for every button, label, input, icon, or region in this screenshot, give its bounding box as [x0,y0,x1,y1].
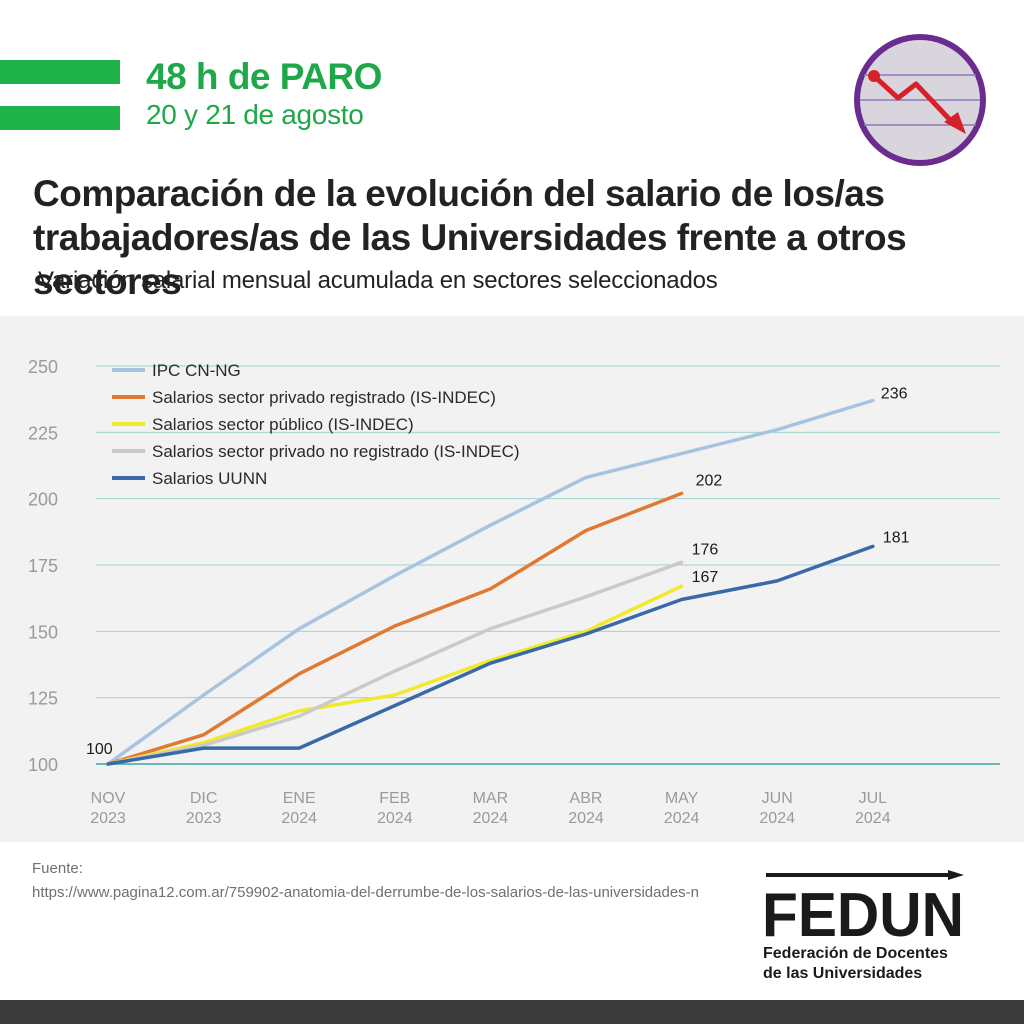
x-tick-year: 2024 [855,810,891,827]
x-tick-label: MAR [473,790,509,807]
x-tick-label: DIC [190,790,218,807]
data-labels: 236 202 167 176 181 100 [86,385,910,758]
end-data-label: 181 [883,529,910,546]
series-lines [106,398,875,766]
chart-legend: IPC CN-NG Salarios sector privado registr… [112,361,520,488]
bottom-bar [0,1000,1024,1024]
x-tick-label: JUL [859,790,888,807]
source-url[interactable]: https://www.pagina12.com.ar/759902-anato… [32,884,699,901]
chart-subtitle: Variación salarial mensual acumulada en … [38,267,718,294]
strike-title: 48 h de PARO [146,56,382,97]
y-axis-ticks: 100 125 150 175 200 225 250 [28,357,58,775]
series-line [106,560,684,766]
legend-label: Salarios sector público (IS-INDEC) [152,415,414,434]
logo-subtitle-line1: Federación de Docentes [763,945,948,962]
x-tick-label: MAY [665,790,699,807]
logo-wordmark: FEDUN [762,881,964,940]
x-axis-ticks: NOV 2023 DIC 2023 ENE 2024 FEB 2024 MAR 2024 ABR 20… [90,790,890,827]
series-line [106,398,875,766]
legend-label: IPC CN-NG [152,361,241,380]
x-tick-label: NOV [91,790,126,807]
x-tick-year: 2024 [377,810,413,827]
legend-label: Salarios sector privado no registrado (I… [152,442,520,461]
y-tick-label: 175 [28,556,58,576]
y-tick-label: 150 [28,622,58,642]
x-tick-year: 2024 [664,810,700,827]
logo-subtitle-line2: de las Universidades [763,965,923,982]
x-tick-year: 2023 [90,810,126,827]
x-tick-year: 2024 [281,810,317,827]
start-data-label: 100 [86,741,113,758]
y-tick-label: 225 [28,423,58,443]
x-tick-year: 2023 [186,810,222,827]
line-chart: 100 125 150 175 200 225 250 NOV 2023 DIC 2023 ENE 2… [28,357,1000,827]
y-tick-label: 125 [28,689,58,709]
series-line [106,491,684,766]
legend-label: Salarios UUNN [152,469,267,488]
x-tick-year: 2024 [473,810,509,827]
end-data-label: 176 [692,541,719,558]
end-data-label: 167 [692,569,719,586]
y-tick-label: 250 [28,357,58,377]
x-tick-label: ABR [570,790,603,807]
legend-label: Salarios sector privado registrado (IS-I… [152,388,496,407]
x-tick-label: JUN [762,790,793,807]
x-tick-label: ENE [283,790,316,807]
fedun-logo: FEDUN [762,870,964,940]
source-label: Fuente: [32,860,83,877]
y-tick-label: 100 [28,755,58,775]
green-stripe-bottom [0,106,120,130]
end-data-label: 236 [881,385,908,402]
strike-dates: 20 y 21 de agosto [146,99,364,130]
x-tick-label: FEB [379,790,410,807]
falling-trend-icon [854,34,986,166]
chart-grid [96,365,1000,765]
chart-title: Comparación de la evolución del salario … [33,173,907,302]
series-line [106,544,875,766]
y-tick-label: 200 [28,490,58,510]
green-stripe-top [0,60,120,84]
series-line [106,584,684,766]
x-tick-year: 2024 [568,810,604,827]
end-data-label: 202 [696,472,723,489]
x-tick-year: 2024 [759,810,795,827]
